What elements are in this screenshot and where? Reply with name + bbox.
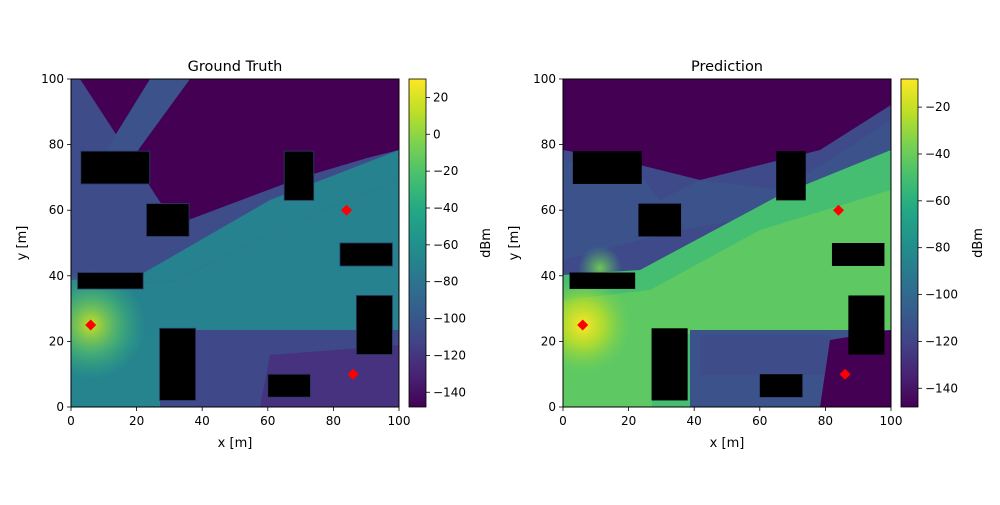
ground-truth-colorbar-tick-label: −120	[433, 348, 466, 362]
ground-truth-colorbar-tick-label: −20	[433, 164, 458, 178]
ground-truth-x-tick-label: 60	[260, 414, 275, 428]
prediction-x-tick-label: 40	[687, 414, 702, 428]
ground-truth-building	[283, 150, 315, 201]
prediction-x-ticks: 0 20 40 60 80 100	[559, 407, 902, 428]
prediction-colorbar-tick-label: −140	[925, 381, 958, 395]
prediction-axes-frame	[562, 78, 892, 408]
ground-truth-x-tick-label: 20	[129, 414, 144, 428]
prediction-building	[638, 203, 682, 237]
ground-truth-buildings	[77, 150, 393, 401]
prediction-building	[572, 151, 642, 184]
ground-truth-y-tick-label: 100	[41, 72, 64, 86]
prediction-y-tick-label: 40	[541, 269, 556, 283]
prediction-y-tick-label: 60	[541, 203, 556, 217]
ground-truth-colorbar-ticks: 20 0 −20 −40 −60 −80 −100 −120 −140	[426, 90, 466, 399]
ground-truth-building	[355, 295, 393, 355]
ground-truth-colorbar-tick-label: −100	[433, 312, 466, 326]
ground-truth-transmitters	[85, 204, 359, 380]
prediction-transmitter-marker	[833, 204, 845, 216]
prediction-building	[759, 374, 803, 398]
ground-truth-transmitter-marker	[347, 368, 359, 380]
prediction-x-tick-label: 20	[621, 414, 636, 428]
prediction-buildings	[569, 151, 885, 401]
prediction-building	[831, 243, 885, 266]
prediction-building	[651, 328, 688, 401]
prediction-colorbar	[900, 78, 919, 408]
ground-truth-colorbar	[408, 78, 427, 408]
ground-truth-heatmap	[71, 79, 399, 407]
prediction-colorbar-label: dBm	[971, 228, 986, 258]
prediction-y-ticks: 0 20 40 60 80 100	[533, 72, 563, 414]
ground-truth-y-tick-label: 40	[49, 269, 64, 283]
prediction-y-axis-label: y [m]	[507, 226, 522, 261]
ground-truth-x-ticks: 0 20 40 60 80 100	[67, 407, 410, 428]
prediction-colorbar-tick-label: −20	[925, 100, 950, 114]
prediction-y-tick-label: 0	[548, 400, 556, 414]
ground-truth-y-tick-label: 80	[49, 138, 64, 152]
prediction-y-tick-label: 80	[541, 138, 556, 152]
prediction-transmitter-marker	[839, 368, 851, 380]
ground-truth-x-axis-label: x [m]	[218, 436, 253, 451]
prediction-colorbar-ticks: −20 −40 −60 −80 −100 −120 −140	[918, 100, 958, 395]
prediction-building	[776, 151, 806, 201]
ground-truth-building	[339, 242, 393, 267]
ground-truth-colorbar-tick-label: −60	[433, 238, 458, 252]
ground-truth-transmitter-marker	[85, 319, 97, 331]
ground-truth-building	[80, 150, 151, 185]
ground-truth-y-tick-label: 60	[49, 203, 64, 217]
prediction-colorbar-tick-label: −40	[925, 147, 950, 161]
prediction-transmitter-marker	[577, 319, 589, 331]
prediction-x-tick-label: 80	[818, 414, 833, 428]
ground-truth-y-ticks: 0 20 40 60 80 100	[41, 72, 71, 414]
ground-truth-colorbar-tick-label: 0	[433, 127, 441, 141]
ground-truth-y-tick-label: 0	[56, 400, 64, 414]
prediction-y-tick-label: 100	[533, 72, 556, 86]
prediction-x-axis-label: x [m]	[710, 436, 745, 451]
ground-truth-axes-frame	[70, 78, 400, 408]
prediction-x-tick-label: 60	[752, 414, 767, 428]
ground-truth-building	[146, 203, 190, 237]
prediction-building	[569, 272, 636, 289]
prediction-x-tick-label: 0	[559, 414, 567, 428]
ground-truth-building	[267, 373, 311, 398]
ground-truth-colorbar-tick-label: −80	[433, 275, 458, 289]
prediction-title: Prediction	[691, 59, 763, 75]
ground-truth-colorbar-tick-label: −40	[433, 201, 458, 215]
ground-truth-x-tick-label: 0	[67, 414, 75, 428]
ground-truth-x-tick-label: 40	[195, 414, 210, 428]
ground-truth-y-axis-label: y [m]	[15, 226, 30, 261]
prediction-colorbar-tick-label: −100	[925, 288, 958, 302]
ground-truth-panel: 0 20 40 60 80 100 0 20 40 60 80 100 Ground Truth x…	[15, 59, 494, 451]
prediction-y-tick-label: 20	[541, 334, 556, 348]
ground-truth-title: Ground Truth	[188, 59, 283, 75]
ground-truth-colorbar-tick-label: 20	[433, 90, 448, 104]
ground-truth-transmitter-marker	[341, 204, 353, 216]
prediction-colorbar-tick-label: −80	[925, 241, 950, 255]
prediction-panel: 0 20 40 60 80 100 0 20 40 60 80 100 Prediction x […	[507, 59, 986, 451]
ground-truth-building	[159, 327, 197, 401]
ground-truth-colorbar-tick-label: −140	[433, 385, 466, 399]
ground-truth-building	[77, 272, 144, 290]
prediction-x-tick-label: 100	[880, 414, 903, 428]
ground-truth-y-tick-label: 20	[49, 334, 64, 348]
ground-truth-colorbar-label: dBm	[479, 228, 494, 258]
ground-truth-x-tick-label: 80	[326, 414, 341, 428]
prediction-transmitters	[577, 204, 851, 380]
prediction-building	[848, 295, 885, 355]
prediction-colorbar-tick-label: −120	[925, 334, 958, 348]
prediction-colorbar-tick-label: −60	[925, 194, 950, 208]
ground-truth-x-tick-label: 100	[388, 414, 411, 428]
